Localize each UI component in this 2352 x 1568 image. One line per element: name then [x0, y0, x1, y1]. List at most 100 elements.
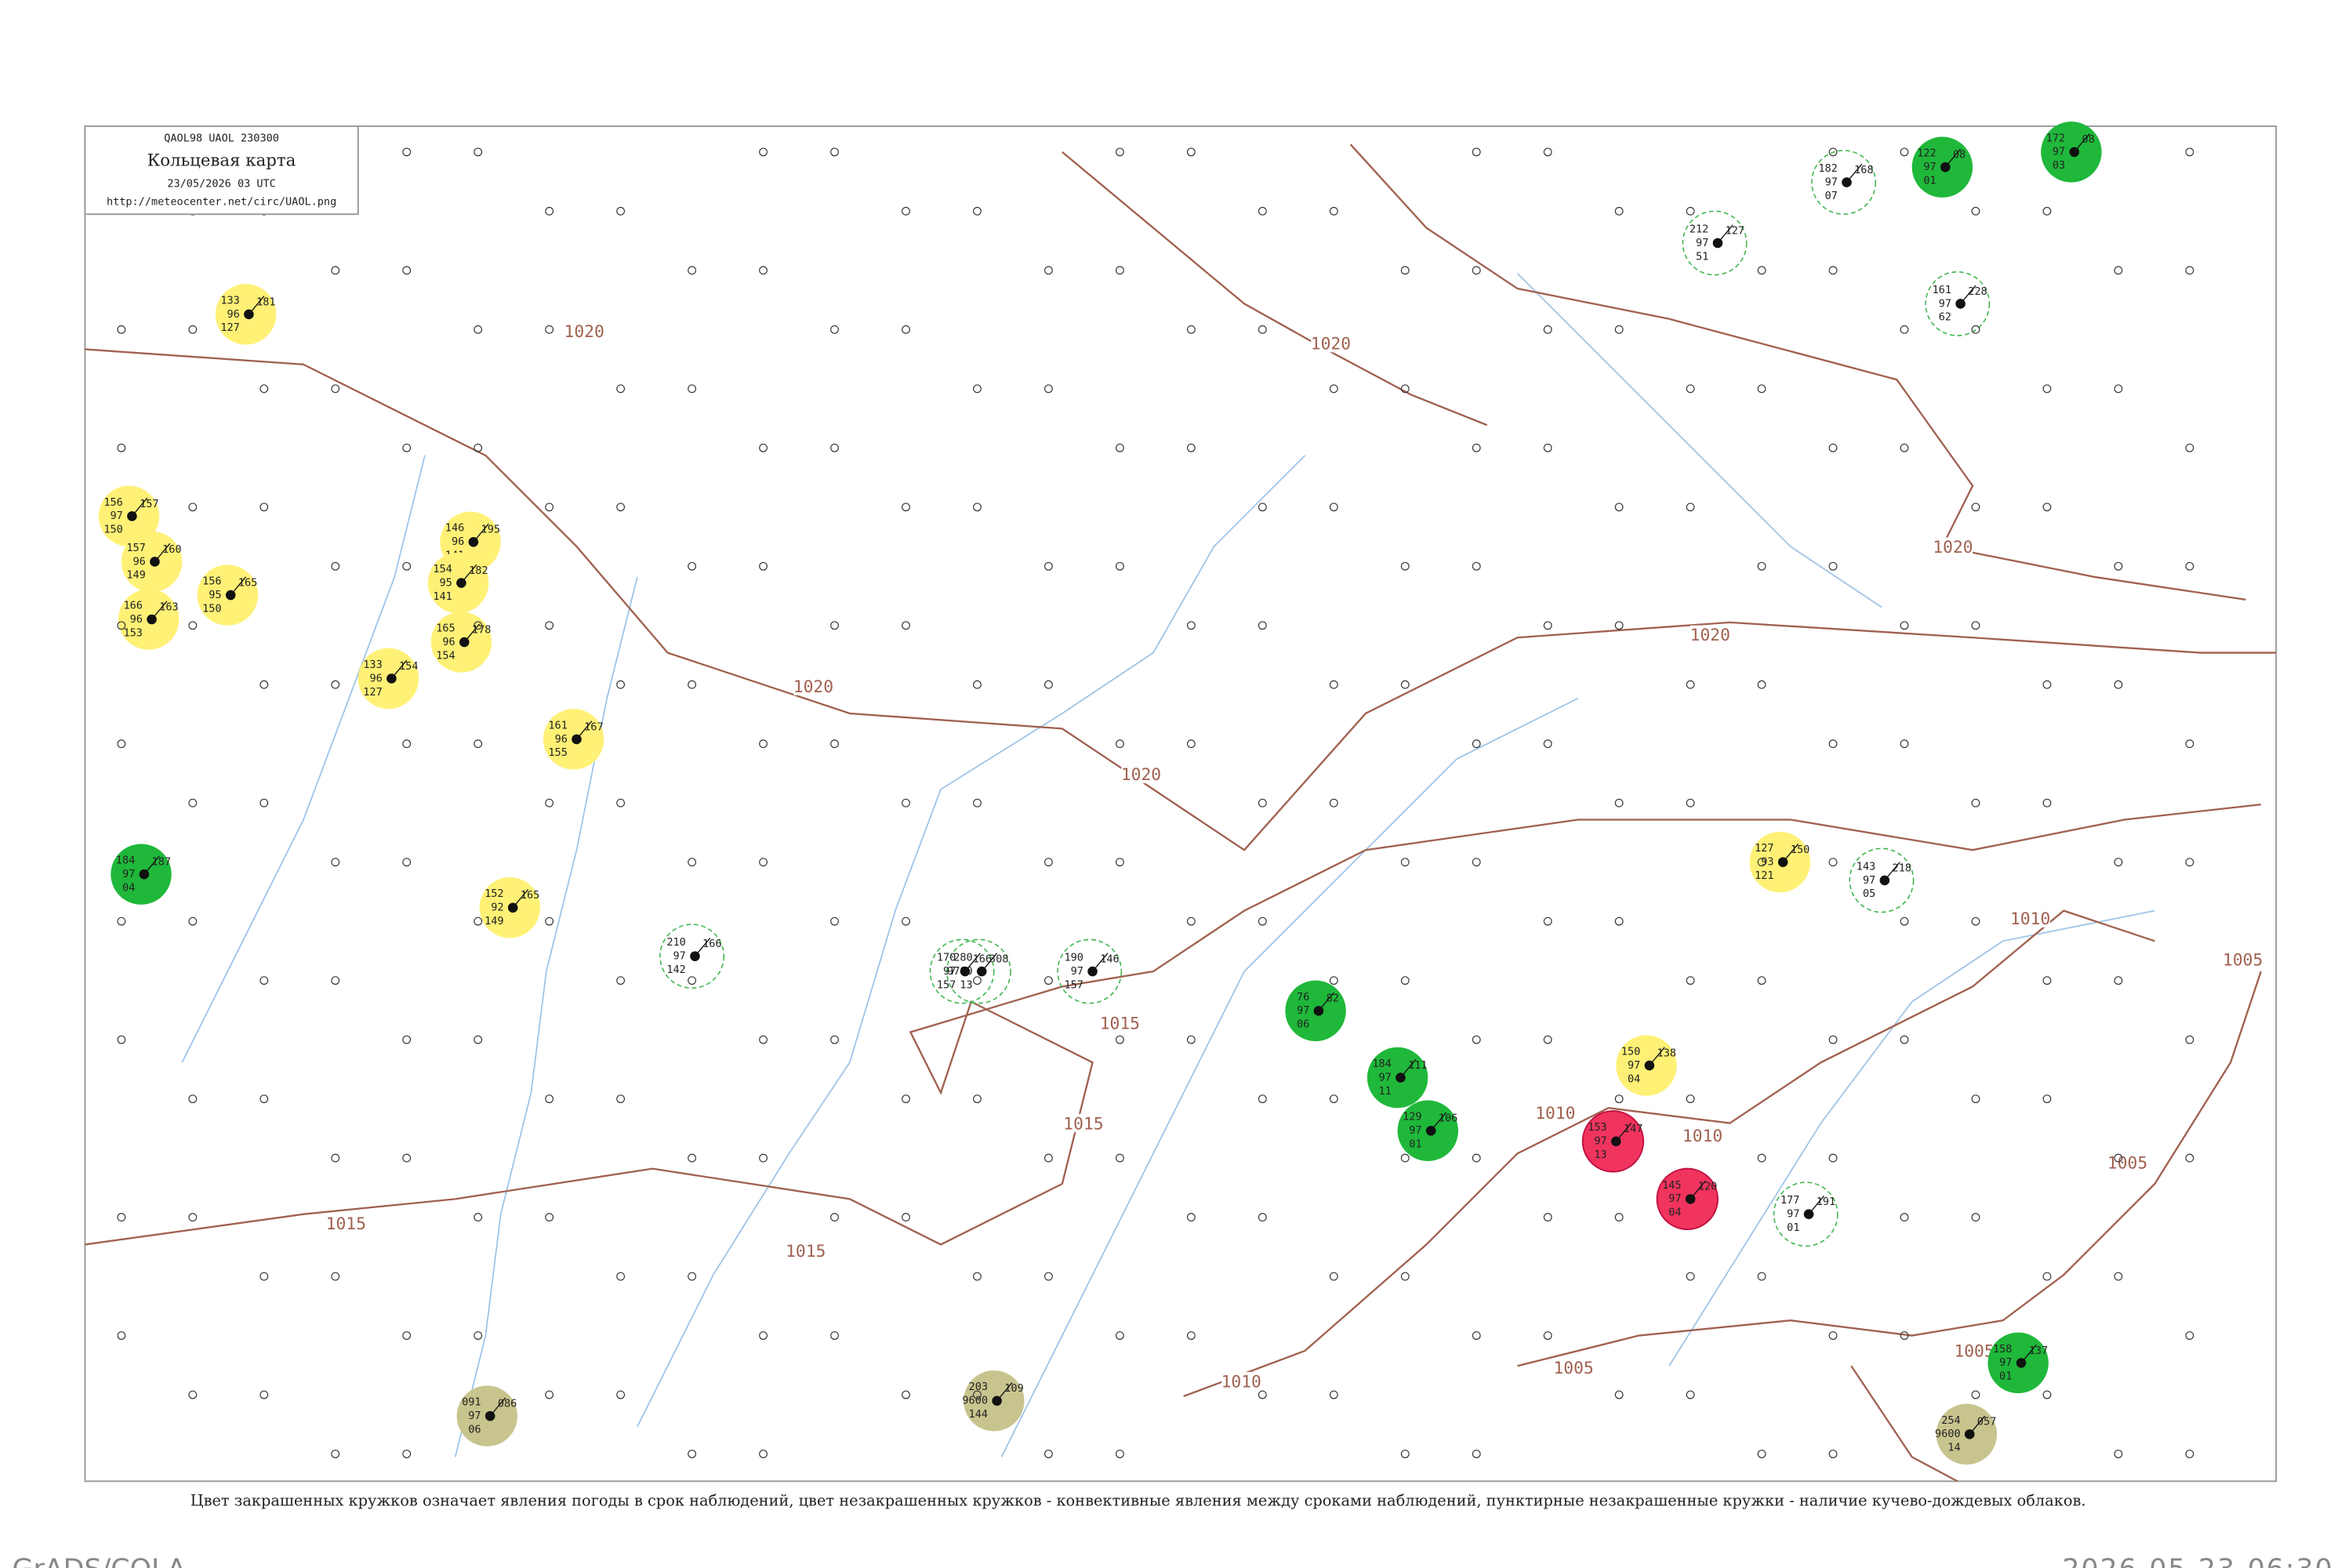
station-dew: 157 — [937, 978, 956, 991]
isobar-label: 1020 — [793, 677, 833, 697]
station-dot — [1186, 1213, 1196, 1221]
station-dot — [688, 266, 696, 275]
station-temp: 203 — [969, 1381, 988, 1393]
wind-barb — [996, 1382, 1013, 1402]
wind-barb — [131, 497, 148, 517]
station-pressure-t: 97 — [673, 950, 686, 963]
station-dot — [2185, 266, 2194, 275]
station-dot — [474, 147, 483, 157]
footer-right: 2026-05-23-06:30 — [2062, 1554, 2333, 1568]
station-dew: 04 — [122, 881, 135, 894]
wind-barb — [2074, 133, 2090, 153]
station-dot — [260, 1390, 269, 1399]
station-dot — [1329, 1272, 1338, 1281]
station-dot — [2185, 1331, 2194, 1340]
station-dot — [1614, 916, 1624, 926]
station-dot — [1044, 1450, 1053, 1458]
station-temp: 129 — [1403, 1111, 1421, 1123]
station-dot — [616, 976, 626, 985]
cb-cloud-ring — [1925, 270, 1991, 336]
station-dot — [1543, 443, 1552, 452]
station-dot — [1258, 206, 1267, 216]
wind-barb — [575, 720, 593, 740]
station-dot — [188, 1094, 198, 1104]
station-dot — [902, 1094, 910, 1104]
station-dot — [2185, 1450, 2194, 1458]
station-dot — [1614, 206, 1624, 216]
station-dot — [260, 503, 269, 512]
cb-cloud-ring — [1849, 848, 1915, 913]
station-dot — [973, 503, 982, 512]
station-dew: 62 — [1939, 311, 1951, 324]
station-temp: 161 — [1933, 284, 1951, 296]
station-dot — [1900, 1331, 1909, 1340]
station-dot — [2185, 561, 2194, 571]
wind-barb — [1690, 1180, 1707, 1200]
station-pressure-t: 96 — [555, 733, 568, 746]
isobar-label: 1005 — [2223, 950, 2263, 970]
station-temp: 156 — [103, 496, 122, 509]
wind-barb — [1960, 285, 1976, 304]
station-pressure-t: 97 — [1668, 1192, 1681, 1205]
station-dot — [1686, 1272, 1695, 1281]
wind-barb — [151, 601, 168, 620]
station-dot — [830, 1213, 839, 1221]
station-dot — [402, 739, 412, 749]
wind-barb — [1808, 1196, 1824, 1215]
station-dot — [1186, 443, 1196, 452]
isobar-label: 1020 — [1690, 626, 1730, 645]
station-dot — [1329, 1390, 1338, 1399]
station-dot — [759, 561, 768, 571]
station-dot — [1400, 1153, 1410, 1163]
station-dot — [902, 503, 910, 512]
station-dot — [616, 1094, 626, 1104]
station-dot — [1258, 621, 1267, 630]
station-dew: 13 — [960, 978, 972, 991]
station-pressure-t: 97 — [2053, 146, 2065, 158]
station-temp: 091 — [462, 1396, 481, 1409]
station-dot — [759, 1153, 768, 1163]
station-dot — [2185, 1153, 2194, 1163]
station-dot — [1900, 739, 1909, 749]
station-dot — [1044, 1153, 1053, 1163]
station-dot — [188, 798, 198, 808]
station-dot — [260, 384, 269, 394]
isobar-label-bg — [326, 1214, 366, 1232]
station-dot — [1614, 325, 1624, 334]
station-dot — [1186, 325, 1196, 334]
station-dew: 149 — [485, 915, 503, 927]
station-dot — [1186, 147, 1196, 157]
station-dot — [1686, 1390, 1695, 1399]
station-dot — [1900, 1213, 1909, 1221]
isobars — [85, 143, 2277, 1483]
station-dew: 141 — [433, 590, 452, 603]
station-pressure-t: 97 — [1696, 237, 1708, 249]
station-dew: 06 — [1297, 1018, 1309, 1031]
station-dot — [1186, 621, 1196, 630]
station-dot — [1472, 561, 1481, 571]
wind-barb — [1884, 862, 1900, 881]
isobar-label-bg — [786, 1241, 826, 1260]
station-dot — [1614, 798, 1624, 808]
station-dot — [1543, 739, 1552, 749]
wind-barb — [463, 623, 481, 643]
station-dot — [331, 680, 340, 689]
station-dot — [1543, 916, 1552, 926]
station-pressure-t: 97 — [122, 868, 135, 880]
station-dot — [1044, 680, 1053, 689]
station-dot — [830, 325, 839, 334]
isobar-label: 1015 — [786, 1242, 826, 1261]
station-dew: 03 — [2053, 159, 2065, 172]
isobar-label-bg — [2107, 1153, 2147, 1172]
station-dew: 01 — [1923, 175, 1936, 187]
station-dew: 11 — [1379, 1085, 1392, 1098]
station-dot — [759, 266, 768, 275]
wind-barb — [1944, 148, 1962, 168]
station-dot — [688, 384, 696, 394]
station-dot — [1971, 621, 1980, 630]
wind-barb — [1318, 992, 1334, 1011]
station-dot — [1686, 680, 1695, 689]
wind-barb — [154, 543, 171, 562]
station-dot — [474, 916, 483, 926]
